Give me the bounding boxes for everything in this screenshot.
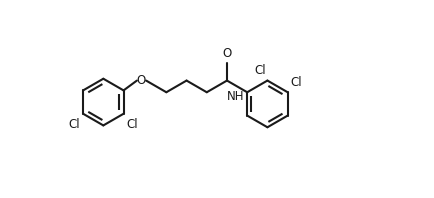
Text: Cl: Cl (291, 76, 302, 89)
Text: O: O (222, 47, 232, 60)
Text: Cl: Cl (254, 65, 266, 77)
Text: Cl: Cl (127, 118, 138, 131)
Text: NH: NH (227, 90, 244, 103)
Text: O: O (136, 74, 145, 87)
Text: Cl: Cl (69, 118, 80, 131)
